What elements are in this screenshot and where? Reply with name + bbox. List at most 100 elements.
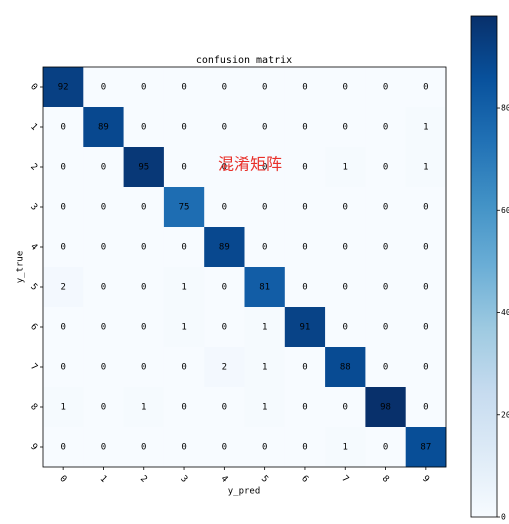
cell-label: 0 [101, 203, 106, 213]
y-tick-label: 5 [28, 282, 39, 293]
heatmap-cell [284, 347, 326, 388]
cell-label: 0 [262, 83, 267, 93]
heatmap-cell [244, 107, 286, 148]
heatmap-cell [244, 227, 286, 268]
y-tick-label: 0 [28, 82, 39, 93]
heatmap-cell [365, 387, 406, 428]
cell-label: 1 [343, 443, 348, 453]
heatmap-cell [83, 427, 124, 468]
cell-label: 1 [262, 323, 267, 333]
cell-label: 75 [179, 203, 190, 213]
cell-label: 1 [343, 163, 348, 173]
heatmap-cell [325, 107, 366, 148]
cell-label: 0 [222, 443, 227, 453]
cell-label: 0 [181, 123, 186, 133]
heatmap-cell [204, 67, 245, 108]
cell-label: 0 [141, 243, 146, 253]
cell-label: 2 [60, 283, 65, 293]
cell-label: 0 [222, 283, 227, 293]
heatmap-cell [83, 107, 124, 148]
heatmap-cell [284, 67, 326, 108]
y-tick-label: 9 [28, 442, 39, 453]
heatmap-cell [123, 427, 165, 468]
cell-label: 0 [423, 243, 428, 253]
cell-label: 0 [141, 363, 146, 373]
cell-label: 0 [262, 443, 267, 453]
heatmap-cell [204, 107, 245, 148]
heatmap-cell [405, 307, 447, 348]
heatmap-cell [244, 387, 286, 428]
heatmap-cell [325, 347, 366, 388]
cell-label: 0 [60, 203, 65, 213]
cell-label: 89 [98, 123, 109, 133]
heatmap-cell [365, 67, 406, 108]
heatmap-cell [83, 67, 124, 108]
y-tick-label: 7 [28, 362, 39, 373]
heatmap-cell [325, 67, 366, 108]
cell-label: 89 [219, 243, 230, 253]
cell-label: 0 [302, 203, 307, 213]
heatmap-cell [284, 227, 326, 268]
cell-label: 0 [60, 243, 65, 253]
heatmap-cell [43, 347, 84, 388]
cell-label: 0 [101, 403, 106, 413]
x-tick-label: 6 [299, 474, 310, 485]
heatmap-cell [83, 147, 124, 188]
heatmap-cell [365, 187, 406, 228]
heatmap-cell [284, 187, 326, 228]
cell-label: 1 [181, 283, 186, 293]
y-tick-label: 8 [28, 402, 39, 413]
heatmap-cell [163, 187, 205, 228]
cell-label: 0 [302, 243, 307, 253]
heatmap-cell [365, 347, 406, 388]
cell-label: 0 [302, 443, 307, 453]
heatmap-cell [325, 387, 366, 428]
cell-label: 0 [302, 163, 307, 173]
cell-label: 0 [141, 123, 146, 133]
cell-label: 0 [302, 283, 307, 293]
heatmap-cell [365, 427, 406, 468]
x-tick-label: 5 [259, 474, 270, 485]
cell-label: 0 [141, 323, 146, 333]
cell-label: 1 [262, 363, 267, 373]
heatmap-cell [244, 147, 286, 188]
heatmap-cell [244, 187, 286, 228]
cell-label: 0 [101, 83, 106, 93]
cell-label: 0 [222, 403, 227, 413]
heatmap-cell [405, 387, 447, 428]
cell-label: 0 [141, 283, 146, 293]
cell-label: 0 [101, 363, 106, 373]
cell-label: 87 [420, 443, 431, 453]
cell-label: 0 [423, 203, 428, 213]
cell-label: 0 [222, 83, 227, 93]
cell-label: 0 [262, 163, 267, 173]
cell-label: 0 [383, 443, 388, 453]
heatmap-cell [244, 427, 286, 468]
cell-label: 0 [181, 443, 186, 453]
heatmap-cell [405, 347, 447, 388]
cell-label: 0 [302, 363, 307, 373]
cell-label: 0 [383, 83, 388, 93]
colorbar-tick-label: 20 [501, 410, 509, 419]
cell-label: 0 [181, 243, 186, 253]
heatmap-cell [83, 267, 124, 308]
heatmap-cell [365, 147, 406, 188]
cell-label: 0 [101, 163, 106, 173]
cell-label: 0 [262, 203, 267, 213]
x-tick-label: 9 [420, 474, 431, 485]
cell-label: 0 [181, 363, 186, 373]
heatmap-cell [43, 187, 84, 228]
cell-label: 0 [423, 363, 428, 373]
cell-label: 1 [423, 123, 428, 133]
heatmap-cell [163, 427, 205, 468]
y-tick-label: 4 [28, 242, 39, 253]
heatmap-cell [123, 227, 165, 268]
heatmap-cell [284, 147, 326, 188]
x-tick-label: 1 [98, 474, 109, 485]
cell-label: 2 [222, 363, 227, 373]
heatmap-cell [204, 347, 245, 388]
heatmap-cell [405, 227, 447, 268]
cell-label: 0 [343, 403, 348, 413]
heatmap-cell [204, 227, 245, 268]
cell-label: 0 [181, 83, 186, 93]
